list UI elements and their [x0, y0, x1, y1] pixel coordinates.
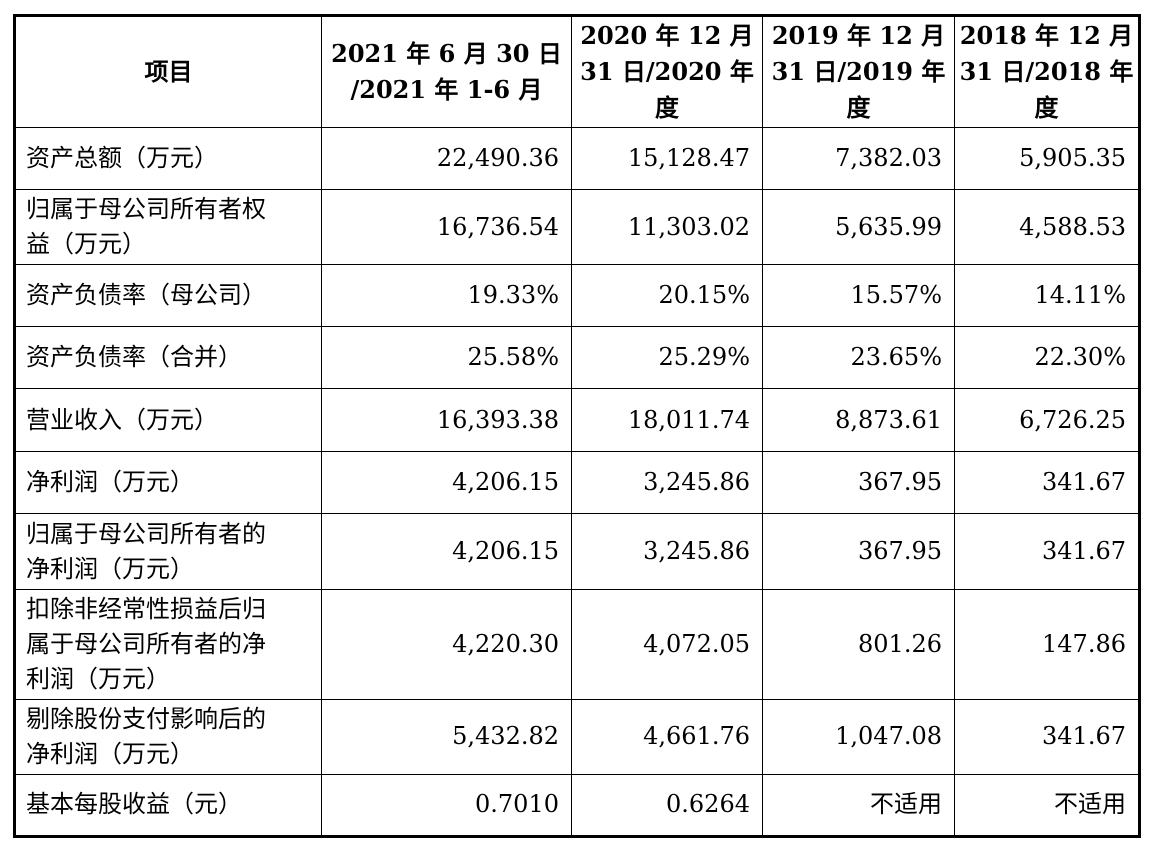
- cell-value: 不适用: [954, 773, 1140, 838]
- cell-value: 147.86: [954, 588, 1140, 700]
- cell-value: 16,736.54: [321, 189, 572, 266]
- table-row: 资产负债率（合并） 25.58% 25.29% 23.65% 22.30%: [14, 326, 1140, 390]
- cell-value: 20.15%: [571, 264, 763, 328]
- cell-value: 341.67: [954, 451, 1140, 515]
- table-row: 基本每股收益（元） 0.7010 0.6264 不适用 不适用: [14, 773, 1140, 838]
- table-row: 归属于母公司所有者权 益（万元） 16,736.54 11,303.02 5,6…: [14, 189, 1140, 266]
- header-row: 项目 2021 年 6 月 30 日 /2021 年 1-6 月 2020 年 …: [14, 15, 1140, 128]
- cell-value: 341.67: [954, 513, 1140, 590]
- cell-value: 15,128.47: [571, 126, 763, 191]
- cell-value: 18,011.74: [571, 388, 763, 453]
- row-label: 扣除非经常性损益后归 属于母公司所有者的净 利润（万元）: [14, 588, 322, 700]
- cell-value: 14.11%: [954, 264, 1140, 328]
- cell-value: 15.57%: [762, 264, 955, 328]
- cell-value: 4,588.53: [954, 189, 1140, 266]
- table-row: 归属于母公司所有者的 净利润（万元） 4,206.15 3,245.86 367…: [14, 513, 1140, 590]
- row-label: 净利润（万元）: [14, 451, 322, 515]
- cell-value: 25.29%: [571, 326, 763, 390]
- cell-value: 4,206.15: [321, 513, 572, 590]
- cell-value: 801.26: [762, 588, 955, 700]
- cell-value: 不适用: [762, 773, 955, 838]
- cell-value: 4,206.15: [321, 451, 572, 515]
- header-2020: 2020 年 12 月 31 日/2020 年 度: [571, 15, 763, 128]
- cell-value: 4,220.30: [321, 588, 572, 700]
- row-label: 归属于母公司所有者权 益（万元）: [14, 189, 322, 266]
- cell-value: 367.95: [762, 513, 955, 590]
- table-row: 资产负债率（母公司） 19.33% 20.15% 15.57% 14.11%: [14, 264, 1140, 328]
- cell-value: 19.33%: [321, 264, 572, 328]
- cell-value: 5,432.82: [321, 698, 572, 775]
- row-label: 基本每股收益（元）: [14, 773, 322, 838]
- financial-data-table: 项目 2021 年 6 月 30 日 /2021 年 1-6 月 2020 年 …: [13, 14, 1141, 838]
- cell-value: 11,303.02: [571, 189, 763, 266]
- row-label: 资产总额（万元）: [14, 126, 322, 191]
- cell-value: 3,245.86: [571, 451, 763, 515]
- cell-value: 0.6264: [571, 773, 763, 838]
- cell-value: 4,661.76: [571, 698, 763, 775]
- cell-value: 3,245.86: [571, 513, 763, 590]
- row-label: 资产负债率（母公司）: [14, 264, 322, 328]
- header-2019: 2019 年 12 月 31 日/2019 年 度: [762, 15, 955, 128]
- cell-value: 6,726.25: [954, 388, 1140, 453]
- table-row: 扣除非经常性损益后归 属于母公司所有者的净 利润（万元） 4,220.30 4,…: [14, 588, 1140, 700]
- table-row: 营业收入（万元） 16,393.38 18,011.74 8,873.61 6,…: [14, 388, 1140, 453]
- cell-value: 341.67: [954, 698, 1140, 775]
- cell-value: 23.65%: [762, 326, 955, 390]
- cell-value: 1,047.08: [762, 698, 955, 775]
- cell-value: 16,393.38: [321, 388, 572, 453]
- table-row: 剔除股份支付影响后的 净利润（万元） 5,432.82 4,661.76 1,0…: [14, 698, 1140, 775]
- header-2018: 2018 年 12 月 31 日/2018 年 度: [954, 15, 1140, 128]
- cell-value: 5,905.35: [954, 126, 1140, 191]
- row-label: 剔除股份支付影响后的 净利润（万元）: [14, 698, 322, 775]
- header-2021-h1: 2021 年 6 月 30 日 /2021 年 1-6 月: [321, 15, 572, 128]
- row-label: 营业收入（万元）: [14, 388, 322, 453]
- cell-value: 22,490.36: [321, 126, 572, 191]
- cell-value: 22.30%: [954, 326, 1140, 390]
- cell-value: 0.7010: [321, 773, 572, 838]
- header-item: 项目: [14, 15, 322, 128]
- table-row: 净利润（万元） 4,206.15 3,245.86 367.95 341.67: [14, 451, 1140, 515]
- table-row: 资产总额（万元） 22,490.36 15,128.47 7,382.03 5,…: [14, 126, 1140, 191]
- cell-value: 7,382.03: [762, 126, 955, 191]
- cell-value: 4,072.05: [571, 588, 763, 700]
- row-label: 归属于母公司所有者的 净利润（万元）: [14, 513, 322, 590]
- cell-value: 25.58%: [321, 326, 572, 390]
- cell-value: 367.95: [762, 451, 955, 515]
- cell-value: 8,873.61: [762, 388, 955, 453]
- row-label: 资产负债率（合并）: [14, 326, 322, 390]
- cell-value: 5,635.99: [762, 189, 955, 266]
